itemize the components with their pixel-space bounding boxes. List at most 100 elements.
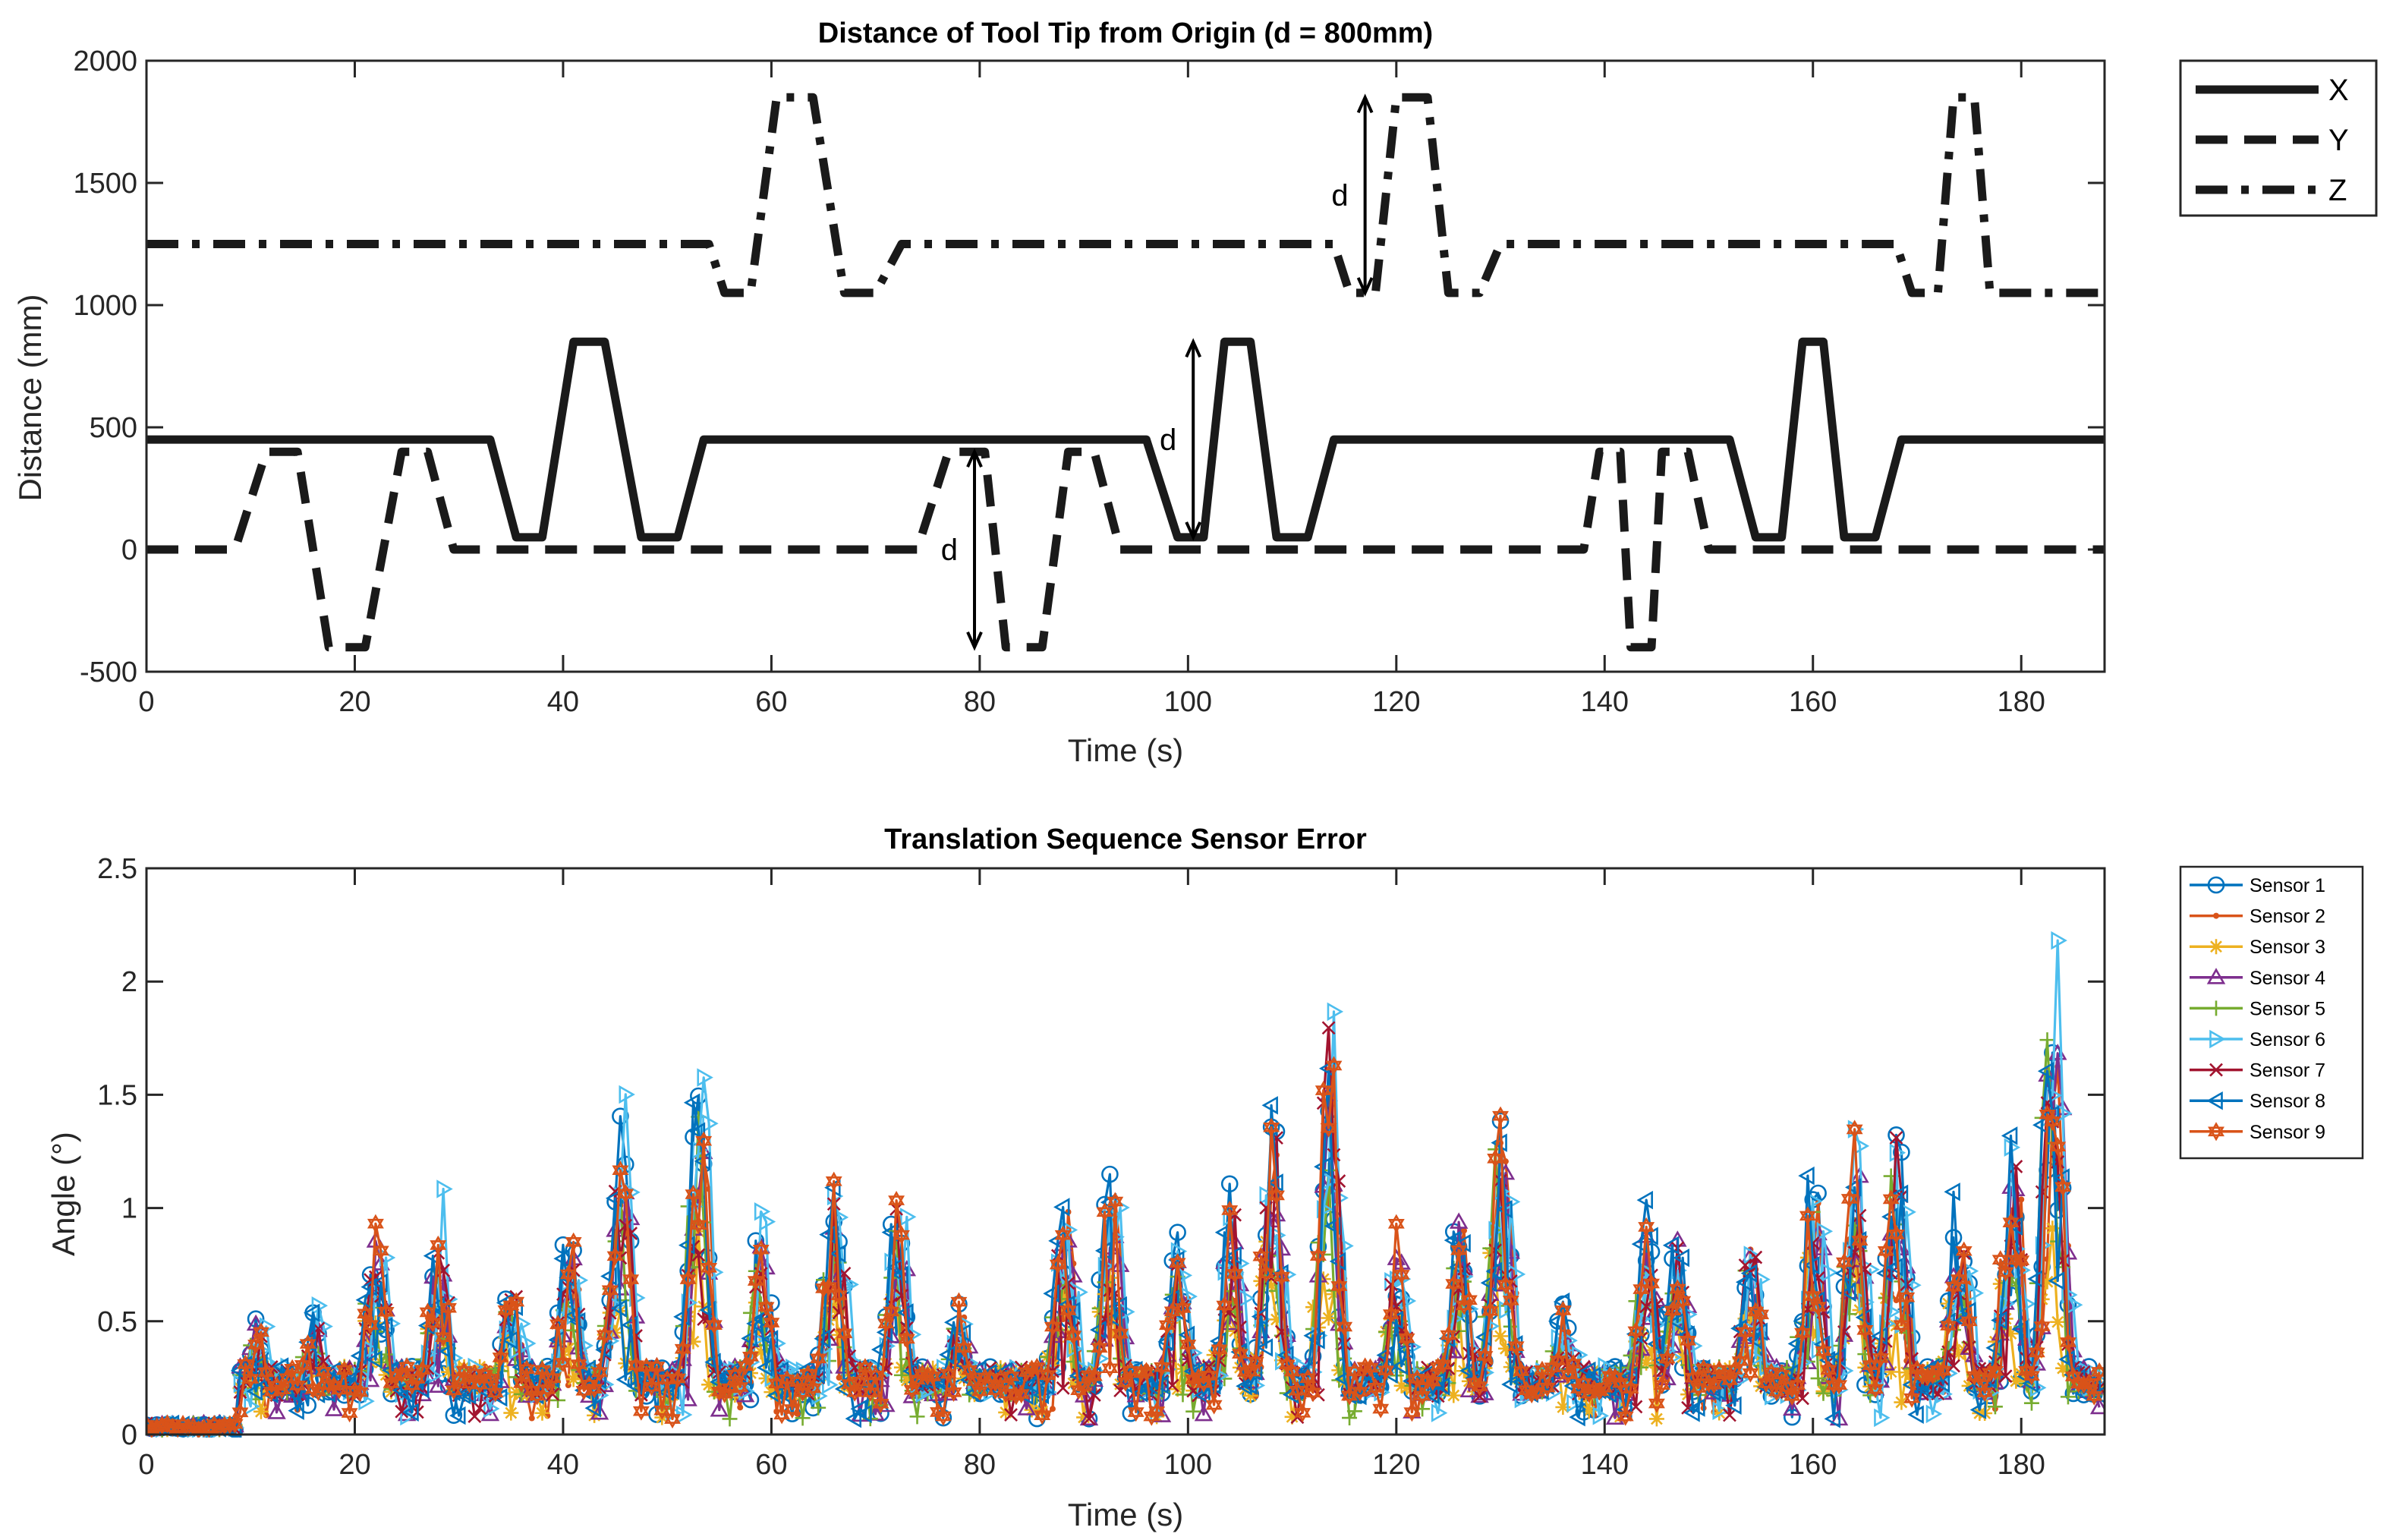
data-point-marker — [1399, 1380, 1415, 1396]
data-point-marker — [1944, 1229, 1963, 1246]
data-point-marker — [1102, 1270, 1118, 1286]
data-point-marker — [1758, 1373, 1774, 1393]
data-point-marker — [2045, 1220, 2061, 1236]
data-point-marker — [1460, 1290, 1478, 1310]
data-point-marker — [367, 1214, 384, 1233]
data-point-marker — [763, 1312, 780, 1333]
data-point-marker — [1450, 1240, 1468, 1260]
data-point-marker — [439, 1342, 455, 1361]
data-point-marker — [1768, 1381, 1785, 1402]
data-point-marker — [1194, 1386, 1211, 1405]
data-point-marker — [591, 1362, 608, 1382]
data-point-marker — [1314, 1080, 1332, 1101]
data-point-marker — [1639, 1299, 1654, 1314]
data-point-marker — [881, 1223, 899, 1242]
distance-xtick-label: 120 — [1372, 686, 1420, 718]
data-point-marker — [1555, 1399, 1571, 1415]
data-point-marker — [468, 1409, 482, 1424]
data-point-marker — [753, 1344, 769, 1360]
data-point-marker — [903, 1380, 921, 1400]
data-point-marker — [1241, 1376, 1258, 1395]
data-point-marker — [1986, 1361, 2004, 1381]
data-point-marker — [1497, 1340, 1513, 1356]
data-point-marker — [1566, 1394, 1583, 1413]
data-point-marker — [440, 1298, 457, 1318]
data-point-marker — [1012, 1384, 1030, 1404]
data-point-marker — [836, 1375, 842, 1381]
data-point-marker — [1883, 1364, 1899, 1380]
data-point-marker — [544, 1368, 562, 1388]
data-point-marker — [2060, 1389, 2076, 1405]
data-point-marker — [663, 1381, 679, 1400]
data-point-marker — [1749, 1349, 1765, 1368]
data-point-marker — [1888, 1224, 1905, 1244]
data-point-marker — [1893, 1143, 1910, 1161]
data-point-marker — [1787, 1334, 1804, 1353]
data-point-marker — [237, 1354, 254, 1374]
data-point-marker — [1066, 1375, 1082, 1391]
data-point-marker — [1204, 1375, 1221, 1395]
data-point-marker — [1815, 1341, 1832, 1361]
data-point-marker — [1907, 1405, 1924, 1425]
legend-sensor-1-label: Sensor 1 — [2250, 875, 2325, 896]
data-point-marker — [1987, 1399, 2003, 1415]
data-point-marker — [1107, 1192, 1124, 1211]
data-point-marker — [1314, 1157, 1330, 1176]
data-point-marker — [1283, 1362, 1301, 1381]
data-point-marker — [372, 1241, 389, 1261]
data-point-marker — [371, 1273, 388, 1293]
data-point-marker — [330, 1380, 348, 1400]
data-point-marker — [1899, 1365, 1915, 1381]
data-point-marker — [1799, 1206, 1816, 1226]
data-point-marker — [1259, 1186, 1276, 1205]
data-point-marker — [554, 1353, 571, 1372]
data-point-marker — [856, 1358, 874, 1378]
data-point-marker — [1022, 1375, 1039, 1394]
d-arrow-head-bottom — [1356, 277, 1374, 297]
legend-sensor-8: Sensor 8 — [2190, 1091, 2325, 1112]
sensor-error-chart-ylabel: Angle (°) — [46, 1132, 81, 1256]
data-point-marker — [822, 1375, 839, 1394]
data-point-marker — [1185, 1403, 1201, 1419]
data-point-marker — [2002, 1213, 2020, 1233]
data-point-marker — [2213, 912, 2219, 919]
sensor-ytick-label: 1.5 — [97, 1079, 137, 1111]
data-point-marker — [949, 1353, 966, 1372]
data-point-marker — [669, 1368, 686, 1388]
data-point-marker — [1731, 1351, 1749, 1371]
data-point-marker — [1320, 1118, 1337, 1138]
data-point-marker — [1044, 1317, 1061, 1337]
data-point-marker — [1336, 1317, 1353, 1337]
data-point-marker — [2044, 1111, 2061, 1132]
distance-chart: Distance of Tool Tip from Origin (d = 80… — [12, 17, 2106, 768]
data-point-marker — [1233, 1320, 1247, 1334]
data-point-marker — [361, 1277, 377, 1296]
data-point-marker — [1617, 1406, 1634, 1426]
data-point-marker — [1403, 1403, 1421, 1422]
data-point-marker — [1815, 1385, 1831, 1401]
data-point-marker — [1809, 1296, 1827, 1317]
data-point-marker — [1251, 1307, 1268, 1326]
data-point-marker — [549, 1315, 567, 1334]
data-point-marker — [1028, 1357, 1046, 1378]
data-point-marker — [1327, 1002, 1344, 1022]
data-point-marker — [888, 1190, 905, 1211]
data-point-marker — [1236, 1377, 1252, 1396]
data-point-marker — [811, 1400, 826, 1416]
data-point-marker — [1179, 1334, 1197, 1354]
data-point-marker — [2051, 931, 2067, 950]
series-y-line — [146, 447, 2105, 652]
data-point-marker — [1226, 1264, 1244, 1284]
data-point-marker — [358, 1391, 375, 1411]
data-point-marker — [515, 1314, 531, 1334]
data-point-marker — [1247, 1352, 1264, 1372]
data-point-marker — [226, 1414, 244, 1434]
data-point-marker — [1639, 1355, 1655, 1371]
data-point-marker — [1967, 1283, 1985, 1302]
data-point-marker — [1444, 1230, 1461, 1250]
data-point-marker — [1565, 1329, 1572, 1336]
data-point-marker — [826, 1298, 842, 1314]
legend-sensor-4: Sensor 4 — [2190, 968, 2325, 989]
data-point-marker — [570, 1354, 587, 1375]
data-point-marker — [1446, 1387, 1462, 1403]
